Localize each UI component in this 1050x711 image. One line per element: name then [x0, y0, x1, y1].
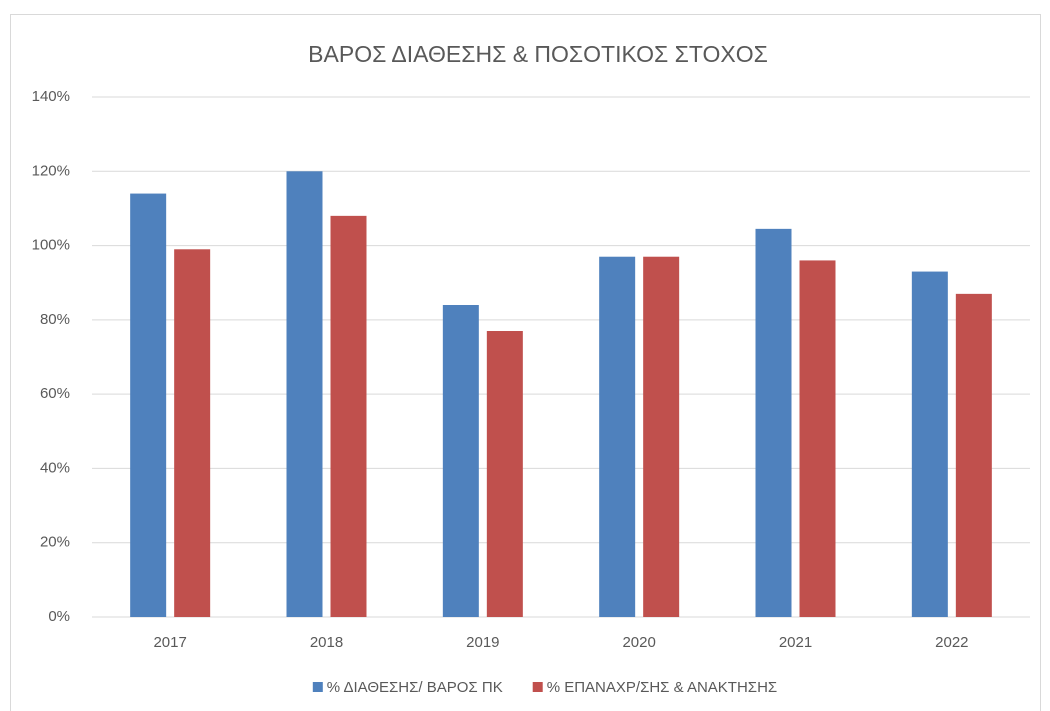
bar [174, 249, 211, 618]
legend-swatch [532, 682, 543, 692]
legend-label: % ΔΙΑΘΕΣΗΣ/ ΒΑΡΟΣ ΠΚ [327, 679, 503, 696]
bar [911, 271, 948, 617]
x-tick-label: 2020 [622, 634, 655, 651]
y-tick-label: 140% [32, 88, 70, 105]
bar [330, 215, 367, 617]
y-tick-label: 20% [40, 534, 70, 551]
bar [799, 260, 836, 617]
y-tick-label: 0% [48, 608, 70, 625]
y-tick-label: 80% [40, 311, 70, 328]
x-tick-label: 2019 [466, 634, 499, 651]
bar [486, 331, 523, 617]
y-tick-label: 40% [40, 459, 70, 476]
y-tick-label: 120% [32, 162, 70, 179]
chart-title: ΒΑΡΟΣ ΔΙΑΘΕΣΗΣ & ΠΟΣΟΤΙΚΟΣ ΣΤΟΧΟΣ [308, 41, 768, 67]
x-tick-label: 2021 [779, 634, 812, 651]
x-tick-label: 2018 [310, 634, 343, 651]
x-tick-label: 2022 [935, 634, 968, 651]
bar [286, 171, 323, 618]
bar [442, 305, 479, 617]
x-tick-label: 2017 [153, 634, 186, 651]
bar [130, 193, 167, 618]
bar [599, 256, 636, 617]
bar [755, 228, 792, 617]
bar [643, 256, 680, 617]
legend-swatch [312, 682, 323, 692]
y-tick-label: 60% [40, 385, 70, 402]
y-tick-label: 100% [32, 237, 70, 254]
bar [955, 293, 992, 617]
legend-label: % ΕΠΑΝΑΧΡ/ΣΗΣ & ΑΝΑΚΤΗΣΗΣ [547, 679, 777, 696]
